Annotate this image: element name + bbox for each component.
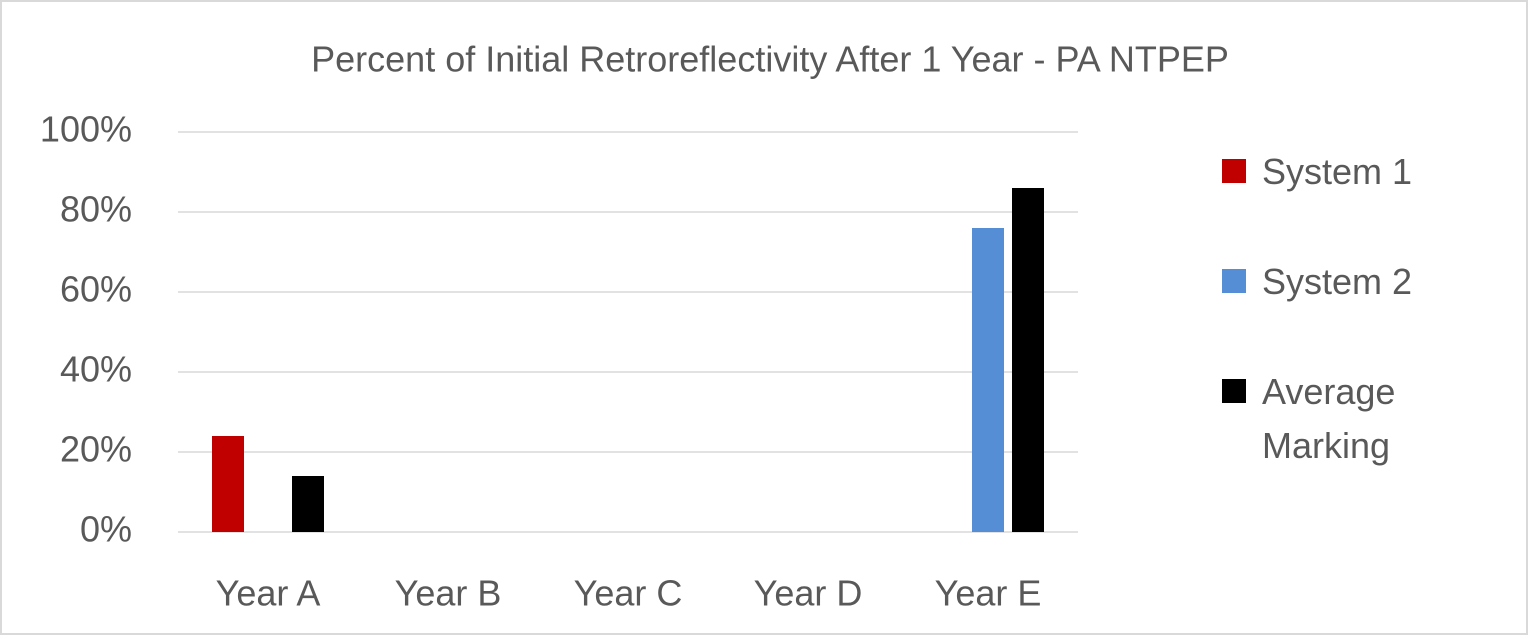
bar	[212, 436, 244, 532]
y-tick-label: 20%	[60, 429, 132, 470]
legend-label: Average Marking	[1262, 371, 1396, 466]
y-tick-label: 100%	[40, 109, 132, 150]
bar	[1012, 188, 1044, 532]
y-tick-label: 80%	[60, 189, 132, 230]
x-tick-label: Year C	[574, 573, 683, 614]
y-tick-label: 60%	[60, 269, 132, 310]
legend-label: System 2	[1262, 261, 1413, 302]
legend-swatch	[1222, 159, 1246, 183]
chart-title: Percent of Initial Retroreflectivity Aft…	[311, 39, 1229, 80]
y-tick-label: 40%	[60, 349, 132, 390]
bar	[292, 476, 324, 532]
legend-swatch	[1222, 269, 1246, 293]
x-tick-label: Year A	[216, 573, 321, 614]
x-tick-label: Year E	[935, 573, 1042, 614]
legend-swatch	[1222, 379, 1246, 403]
legend-label: System 1	[1262, 151, 1413, 192]
legend-item: System 2	[1222, 255, 1452, 309]
legend-item: System 1	[1222, 145, 1452, 199]
y-tick-label: 0%	[80, 509, 132, 550]
legend: System 1 System 2 Average Marking	[1222, 145, 1452, 473]
x-tick-label: Year D	[754, 573, 863, 614]
bar	[972, 228, 1004, 532]
legend-item: Average Marking	[1222, 365, 1452, 473]
x-tick-label: Year B	[395, 573, 502, 614]
